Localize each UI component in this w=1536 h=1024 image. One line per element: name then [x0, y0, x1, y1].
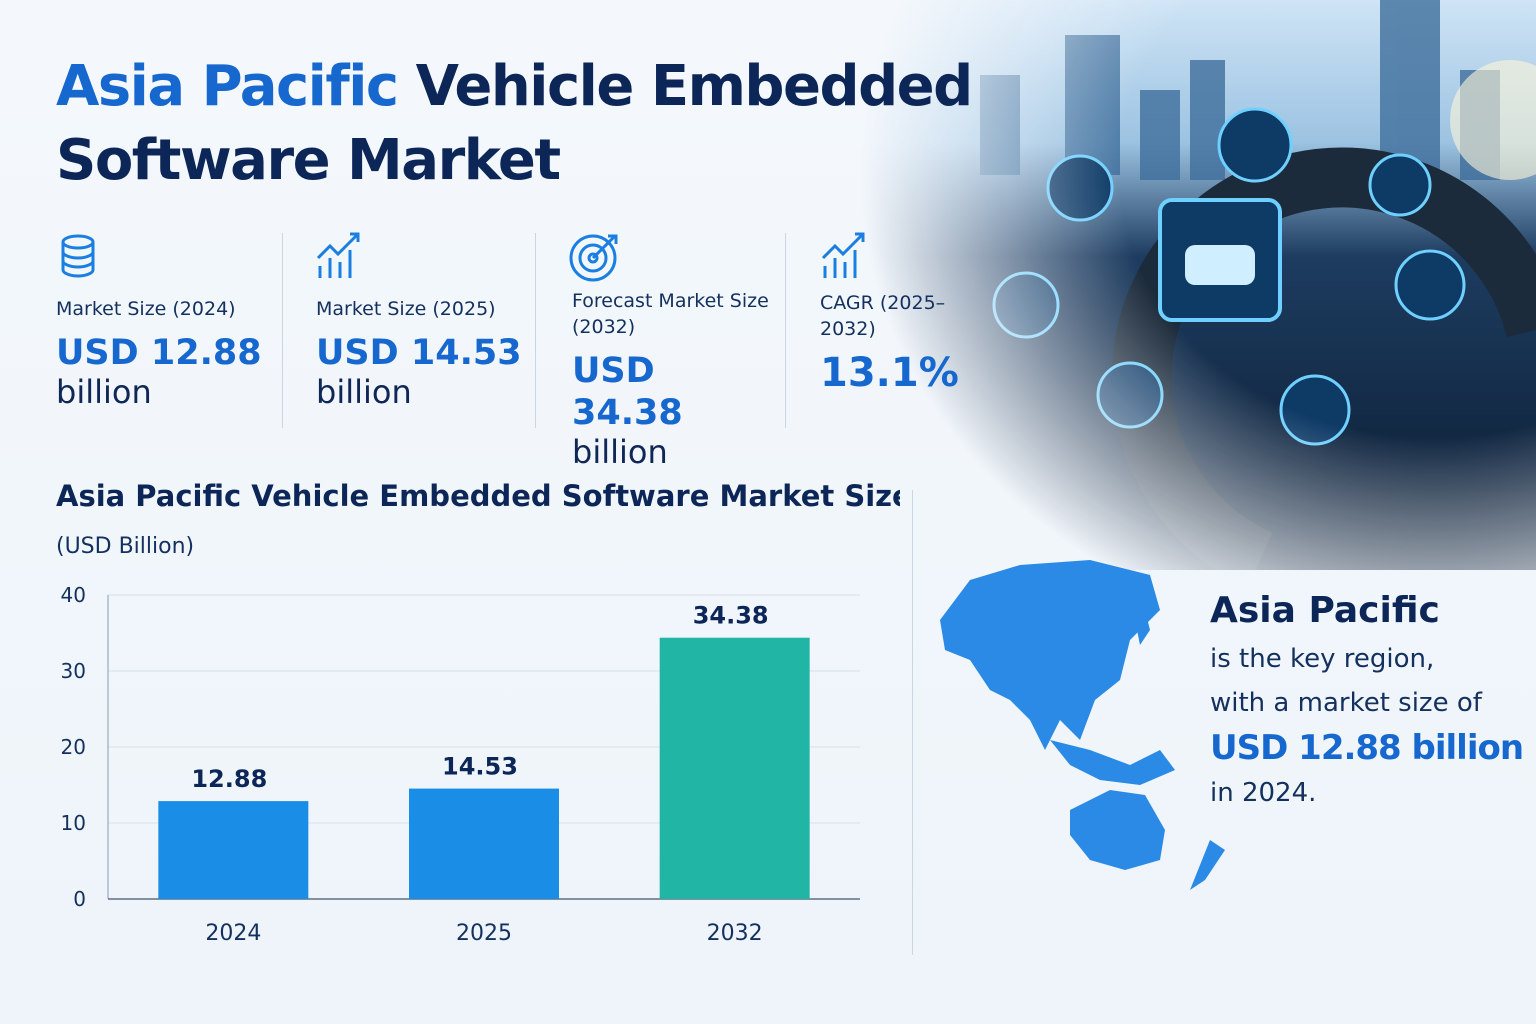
chart: Asia Pacific Vehicle Embedded Software M… [56, 479, 900, 946]
title-highlight: Asia Pacific [56, 54, 399, 119]
stat: Market Size (2024) USD 12.88 billion [56, 296, 276, 410]
divider [282, 233, 283, 428]
stat: Forecast Market Size (2032) USD 34.38 bi… [572, 288, 772, 470]
bar [659, 637, 810, 899]
title-line2: Software Market [56, 128, 561, 193]
callout-line: with a market size of [1210, 688, 1482, 718]
map [940, 560, 1225, 890]
stat-label: Market Size (2024) [56, 298, 236, 320]
stat-icons [61, 232, 865, 282]
stat-value: USD 14.53 [316, 333, 522, 373]
stat-label: CAGR (2025–2032) [820, 292, 946, 340]
bar [409, 788, 559, 899]
bar [158, 801, 309, 899]
stat-unit: billion [56, 373, 152, 411]
x-tick-label: 2032 [707, 921, 763, 946]
x-tick-label: 2025 [456, 921, 512, 946]
data-label: 12.88 [191, 765, 267, 793]
callout-line: is the key region, [1210, 644, 1435, 674]
y-tick-label: 30 [61, 659, 86, 683]
data-label: 34.38 [693, 602, 769, 630]
stat-label: Forecast Market Size (2032) [572, 290, 769, 338]
stat-value: 13.1% [820, 350, 959, 396]
callout-title: Asia Pacific [1210, 590, 1440, 631]
data-label: 14.53 [442, 753, 518, 781]
stat-value: USD 34.38 [572, 351, 683, 433]
callout: Asia Pacific is the key region, with a m… [1210, 590, 1524, 815]
stat-value: USD 12.88 [56, 333, 262, 373]
y-tick-label: 0 [73, 887, 86, 911]
stat: CAGR (2025–2032) 13.1% [820, 290, 959, 396]
stat-label: Market Size (2025) [316, 298, 496, 320]
chart-subtitle: (USD Billion) [56, 534, 194, 559]
y-tick-label: 40 [61, 583, 86, 607]
hero-image [860, 0, 1536, 570]
chart-title: Asia Pacific Vehicle Embedded Software M… [56, 479, 900, 513]
stat-unit: billion [316, 373, 412, 411]
stat-unit: billion [572, 433, 668, 471]
y-tick-label: 10 [61, 811, 86, 835]
divider [535, 233, 536, 428]
divider [785, 233, 786, 428]
title-line1: Vehicle Embedded [415, 54, 974, 119]
callout-line: in 2024. [1210, 778, 1317, 808]
callout-highlight: USD 12.88 billion [1210, 728, 1524, 768]
divider [912, 490, 913, 955]
y-tick-label: 20 [61, 735, 86, 759]
title: Asia Pacific Vehicle Embedded Software Ma… [56, 50, 974, 198]
stat: Market Size (2025) USD 14.53 billion [316, 296, 526, 410]
x-tick-label: 2024 [205, 921, 261, 946]
